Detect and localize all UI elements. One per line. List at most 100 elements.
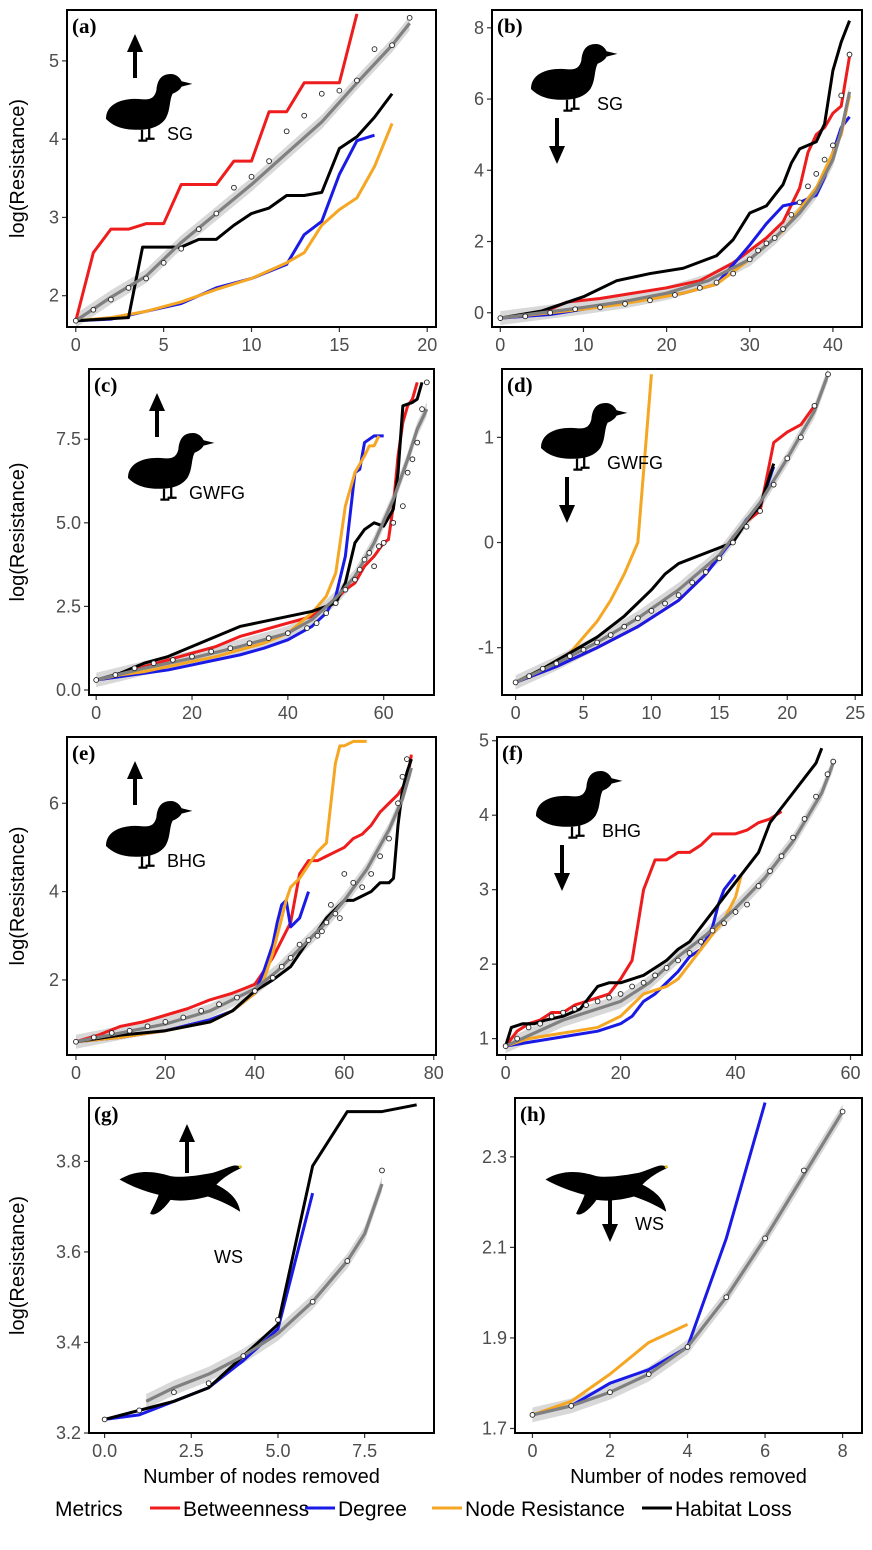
- data-point: [607, 1389, 613, 1396]
- data-point: [234, 994, 240, 1001]
- goose-body: [536, 771, 623, 827]
- y-tick-label: 6: [49, 793, 59, 813]
- series-habitat-loss: [514, 463, 776, 684]
- data-point: [698, 938, 704, 945]
- species-label: WS: [635, 1214, 664, 1234]
- data-point: [361, 556, 368, 563]
- panel-a: 0 5 10 15 20 2 3 4 5 (a) SG log(Resistance): [7, 9, 437, 355]
- series-habitat-loss: [504, 747, 824, 1047]
- species-label: GWFG: [607, 453, 663, 473]
- panel-h: 0 2 4 6 8 1.7 1.9 2.1 2.3 (h) WS Number of nodes re…: [482, 1097, 863, 1488]
- data-point: [537, 1020, 543, 1027]
- data-point: [514, 1035, 520, 1042]
- data-point: [266, 158, 272, 164]
- arrow-head: [149, 393, 165, 411]
- data-point: [189, 653, 195, 660]
- panel-frame: [66, 9, 437, 328]
- data-point: [597, 304, 603, 311]
- data-point: [400, 503, 406, 509]
- data-point: [755, 883, 762, 889]
- fit-confidence-band: [75, 16, 410, 327]
- y-tick-label: 1.7: [482, 1418, 507, 1438]
- data-point: [821, 156, 828, 163]
- data-point: [354, 77, 360, 84]
- fit-confidence-band: [515, 369, 829, 690]
- y-tick-label: 3: [479, 880, 489, 900]
- legend-item-label: Betweenness: [183, 1498, 309, 1521]
- legend-item-label: Degree: [338, 1498, 407, 1521]
- series-node-resistance: [505, 874, 743, 1048]
- data-point: [336, 87, 343, 94]
- x-tick-label: 20: [417, 335, 437, 355]
- data-point: [788, 211, 795, 218]
- data-point: [305, 937, 312, 944]
- species-label: SG: [597, 94, 623, 114]
- data-point: [136, 1407, 143, 1414]
- data-point: [607, 632, 614, 638]
- series-node-resistance: [514, 374, 653, 684]
- y-axis-label: log(Resistance): [7, 463, 29, 602]
- data-point: [414, 439, 421, 446]
- x-tick-label: 0: [495, 335, 505, 355]
- data-point: [323, 919, 330, 926]
- data-point: [571, 1005, 578, 1012]
- panel-d: 0 5 10 15 20 25 -1 0 1 (d) GWFG: [478, 368, 865, 723]
- data-point: [801, 816, 808, 822]
- data-point: [709, 927, 716, 934]
- fit-confidence-band: [532, 1104, 843, 1423]
- data-point: [304, 625, 310, 631]
- data-point: [512, 679, 519, 686]
- data-point: [379, 1167, 385, 1174]
- data-point: [839, 1108, 846, 1115]
- y-tick-label: 3: [49, 207, 59, 227]
- data-point: [344, 1258, 351, 1264]
- panel-label: (c): [94, 373, 117, 397]
- fit-confidence-band: [146, 1176, 382, 1409]
- arrow-head: [127, 761, 143, 779]
- y-tick-label: 4: [474, 160, 484, 180]
- panel-b: 0 10 20 30 40 0 2 4 6 8 (b) SG: [474, 9, 863, 355]
- x-tick-label: 6: [760, 1441, 770, 1461]
- x-tick-label: 40: [726, 1063, 746, 1083]
- legend-item-label: Node Resistance: [465, 1498, 625, 1521]
- panel-label: (h): [520, 1102, 546, 1126]
- panel-frame: [491, 9, 863, 328]
- data-point: [162, 1019, 169, 1025]
- data-point: [686, 950, 693, 956]
- data-point: [697, 284, 703, 291]
- data-point: [522, 313, 529, 320]
- data-point: [160, 259, 167, 266]
- data-point: [213, 210, 220, 217]
- data-point: [409, 456, 416, 463]
- data-point: [830, 758, 837, 765]
- data-point: [684, 1344, 691, 1350]
- data-point: [90, 306, 97, 313]
- goose-body: [106, 801, 193, 857]
- x-tick-label: 20: [155, 1063, 175, 1083]
- data-point: [796, 199, 803, 206]
- y-tick-label: 3.2: [56, 1423, 81, 1443]
- fit-line: [504, 762, 835, 1048]
- swan-beak: [664, 1165, 668, 1169]
- panel-frame: [496, 736, 863, 1056]
- data-point: [547, 309, 554, 316]
- arrow-head: [602, 1224, 618, 1242]
- goose-legs: [138, 855, 155, 869]
- data-point: [629, 983, 635, 990]
- data-point: [231, 184, 237, 191]
- species-label: WS: [214, 1247, 243, 1267]
- y-tick-label: 2.5: [56, 596, 81, 616]
- data-point: [798, 434, 804, 441]
- y-tick-label: 7.5: [56, 429, 81, 449]
- goose-silhouette-icon: [106, 801, 193, 869]
- data-point: [352, 576, 358, 583]
- data-point: [730, 270, 736, 277]
- panel-label: (b): [497, 14, 523, 38]
- y-tick-label: 2.1: [482, 1237, 507, 1257]
- data-point: [216, 1001, 222, 1008]
- y-tick-label: 1: [479, 1029, 489, 1049]
- series-habitat-loss: [500, 20, 851, 320]
- x-tick-label: 20: [611, 1063, 631, 1083]
- series-betweenness: [504, 810, 783, 1047]
- data-point: [723, 1294, 730, 1301]
